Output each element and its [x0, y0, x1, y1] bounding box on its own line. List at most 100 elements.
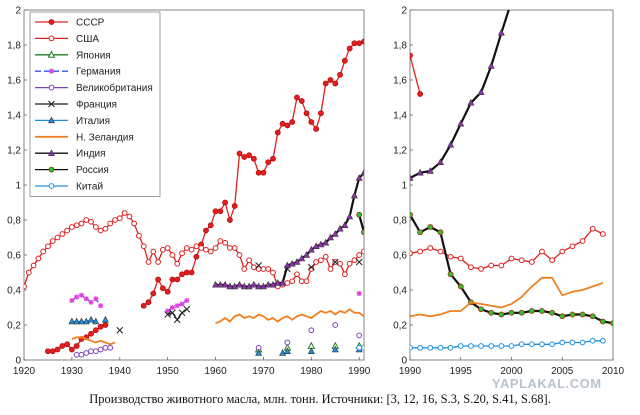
series-line: [215, 308, 364, 325]
data-point: [478, 343, 484, 349]
data-point: [436, 158, 444, 165]
data-point: [241, 154, 248, 160]
data-point: [356, 40, 363, 47]
series-left-10: [356, 344, 364, 351]
data-point: [222, 199, 229, 206]
y-tick-label: 1: [401, 181, 407, 192]
legend-label: Великобритания: [76, 82, 153, 94]
data-point: [150, 290, 157, 297]
data-point: [64, 341, 70, 348]
y-tick-label: 1: [15, 181, 21, 192]
chart-left: 0 0,2 0,4 0,6 0,8 1 1,2 1,4 1,6 1,8 2 1920 1930 1940 1…: [7, 6, 371, 378]
data-point: [569, 243, 576, 250]
data-point: [549, 309, 555, 316]
data-point: [298, 278, 305, 285]
data-point: [332, 80, 339, 87]
data-point: [235, 280, 243, 288]
data-point: [212, 208, 219, 215]
data-point: [447, 253, 454, 260]
data-point: [579, 339, 586, 346]
data-point: [240, 282, 248, 290]
data-point: [488, 309, 495, 316]
data-point: [518, 257, 525, 264]
data-point: [164, 311, 172, 318]
data-point: [294, 271, 300, 278]
data-point: [97, 323, 104, 330]
data-point: [88, 348, 94, 355]
data-point: [427, 224, 434, 230]
data-point: [356, 252, 363, 258]
data-point: [303, 278, 310, 285]
data-point: [351, 257, 358, 264]
data-point: [198, 245, 205, 251]
data-point: [59, 343, 66, 349]
x-tick-label: 1930: [61, 366, 84, 377]
legend-label: Германия: [76, 67, 121, 78]
data-point: [250, 280, 258, 288]
data-point: [140, 243, 147, 250]
data-point: [169, 252, 176, 258]
x-tick-label: 1940: [109, 366, 132, 377]
data-point: [68, 317, 76, 325]
data-point: [112, 217, 118, 223]
data-point: [207, 248, 214, 255]
data-point: [169, 305, 175, 310]
data-point: [227, 245, 233, 251]
data-point: [351, 40, 358, 47]
series-right-2: [410, 225, 606, 272]
data-point: [83, 296, 89, 302]
data-point: [279, 120, 286, 127]
data-point: [212, 280, 220, 288]
data-point: [150, 248, 157, 255]
data-point: [250, 264, 257, 271]
data-point: [83, 350, 90, 356]
data-point: [361, 229, 364, 236]
legend-entry: Германия: [35, 67, 121, 78]
data-point: [337, 260, 343, 267]
data-point: [308, 119, 315, 125]
data-point: [549, 257, 555, 264]
data-point: [140, 302, 147, 309]
data-point: [307, 347, 315, 354]
y-tick-label: 1,2: [7, 146, 21, 157]
data-point: [410, 250, 413, 257]
data-point: [255, 262, 263, 269]
data-point: [417, 248, 424, 255]
data-point: [518, 341, 525, 348]
legend-swatch-marker: [49, 68, 54, 74]
data-point: [361, 38, 364, 45]
data-point: [361, 248, 364, 255]
data-point: [417, 344, 424, 351]
data-point: [410, 211, 413, 218]
watermark: YAPLAKAL.COM: [492, 376, 602, 391]
y-tick-label: 1,2: [393, 146, 407, 157]
data-point: [508, 343, 515, 349]
data-point: [45, 243, 51, 250]
data-point: [260, 266, 267, 272]
data-point: [74, 294, 80, 300]
data-point: [68, 224, 75, 230]
data-point: [356, 344, 363, 351]
data-point: [508, 255, 515, 262]
data-point: [270, 269, 276, 276]
data-point: [346, 260, 353, 267]
data-point: [231, 282, 239, 290]
series-right-5: [410, 337, 606, 351]
data-point: [361, 344, 364, 351]
data-point: [284, 339, 291, 346]
data-point: [322, 80, 329, 87]
data-point: [173, 316, 181, 324]
data-point: [136, 232, 142, 239]
data-point: [589, 313, 596, 320]
x-tick-label: 2010: [602, 366, 625, 377]
data-point: [518, 309, 525, 316]
data-point: [559, 339, 566, 346]
series-line: [358, 214, 364, 233]
legend-entry: Россия: [35, 165, 109, 176]
data-point: [188, 269, 195, 276]
data-point: [174, 276, 181, 283]
data-point: [478, 306, 484, 313]
data-point: [93, 296, 99, 302]
series-right-1: [410, 10, 510, 181]
data-point: [447, 344, 454, 351]
